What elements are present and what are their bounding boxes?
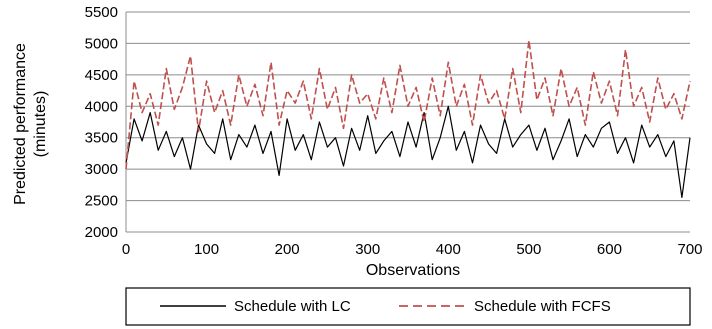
x-tick-label: 400 — [436, 241, 461, 258]
legend-label-fcfs: Schedule with FCFS — [474, 298, 611, 315]
x-tick-label: 200 — [275, 241, 300, 258]
y-tick-label: 3500 — [85, 130, 118, 147]
y-tick-label: 4500 — [85, 67, 118, 84]
y-tick-labels: 2000 2500 3000 3500 4000 4500 5000 5500 — [85, 4, 118, 241]
y-tick-label: 4000 — [85, 98, 118, 115]
y-axis-title-line-2: (minutes) — [32, 91, 49, 158]
y-tick-label: 5000 — [85, 35, 118, 52]
y-tick-label: 2500 — [85, 193, 118, 210]
y-tick-label: 2000 — [85, 224, 118, 241]
y-tick-label: 5500 — [85, 4, 118, 21]
x-tick-label: 600 — [597, 241, 622, 258]
x-tick-label: 700 — [677, 241, 702, 258]
x-tick-labels: 0 100 200 300 400 500 600 700 — [122, 241, 703, 258]
x-tick-label: 500 — [516, 241, 541, 258]
y-tick-label: 3000 — [85, 161, 118, 178]
series-line-lc — [125, 105, 691, 198]
x-axis-title: Observations — [366, 262, 460, 279]
legend-label-lc: Schedule with LC — [234, 298, 351, 315]
x-tick-label: 100 — [194, 241, 219, 258]
x-tick-label: 300 — [355, 241, 380, 258]
series-line-fcfs — [125, 39, 691, 170]
y-axis-title-line-1: Predicted performance — [12, 43, 29, 205]
legend: Schedule with LC Schedule with FCFS — [125, 287, 691, 326]
x-tick-label: 0 — [122, 241, 130, 258]
series-lines — [125, 39, 691, 198]
